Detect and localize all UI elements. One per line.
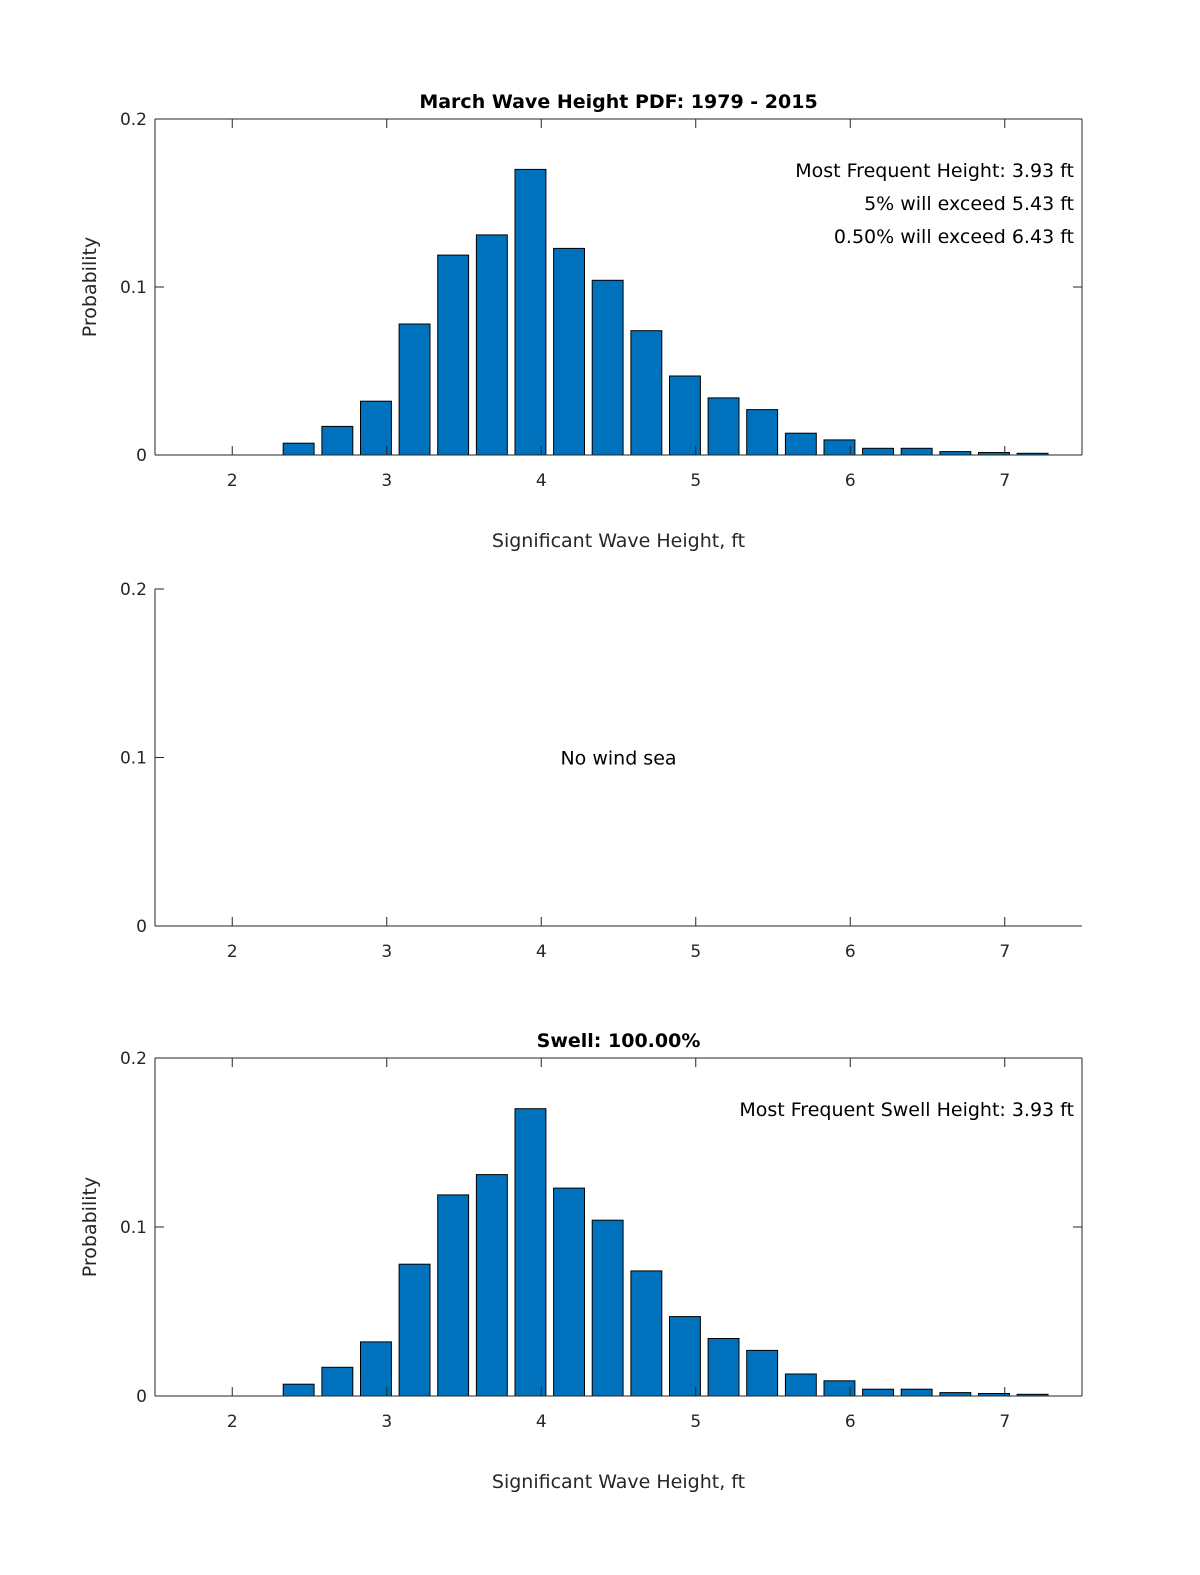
chart-panel-total: 2 3 4 5 6 7 0 0.1 0.2 March Wave Height PDF: 1979…	[79, 91, 1083, 552]
x-tick-label: 7	[999, 1412, 1010, 1432]
bar-swell-5	[475, 1174, 508, 1397]
y-axis-label: Probability	[79, 237, 101, 337]
x-tick-label: 7	[999, 942, 1010, 962]
annotation-text: Most Frequent Swell Height: 3.93 ft	[739, 1099, 1074, 1121]
annotation-text: 0.50% will exceed 6.43 ft	[834, 226, 1074, 248]
bar-total-17	[939, 451, 972, 456]
bar-swell-4	[437, 1194, 470, 1397]
chart-panel-swell: 2 3 4 5 6 7 0 0.1 0.2 Swell: 100.00% Significant W…	[79, 1030, 1083, 1493]
x-axis-label: Significant Wave Height, ft	[492, 530, 745, 552]
bar-total-16	[900, 447, 933, 456]
bar-total-5	[475, 234, 508, 456]
y-tick-label: 0	[136, 446, 147, 466]
bar-total-6	[514, 168, 547, 456]
bar-total-11	[707, 397, 740, 456]
x-tick-label: 4	[536, 942, 547, 962]
bar-swell-13	[784, 1373, 817, 1397]
bar-swell-8	[591, 1219, 624, 1397]
bar-swell-1	[321, 1366, 354, 1397]
x-tick-label: 6	[845, 1412, 856, 1432]
x-tick-label: 5	[690, 1412, 701, 1432]
y-tick-label: 0.1	[120, 1218, 147, 1238]
x-tick-label: 6	[845, 471, 856, 491]
annotation-text: 5% will exceed 5.43 ft	[864, 193, 1074, 215]
x-axis-label: Significant Wave Height, ft	[492, 1471, 745, 1493]
bar-swell-15	[862, 1388, 894, 1397]
bar-total-1	[321, 425, 354, 456]
chart-title: Swell: 100.00%	[537, 1030, 701, 1052]
x-tick-label: 2	[227, 471, 238, 491]
bar-swell-11	[707, 1338, 740, 1397]
x-tick-label: 4	[536, 471, 547, 491]
y-tick-label: 0.2	[120, 110, 147, 130]
bar-swell-9	[630, 1270, 663, 1397]
y-tick-label: 0.1	[120, 278, 147, 298]
x-tick-label: 6	[845, 942, 856, 962]
x-tick-label: 2	[227, 1412, 238, 1432]
bar-swell-7	[553, 1187, 585, 1397]
bar-total-12	[746, 409, 779, 456]
bar-swell-17	[939, 1392, 972, 1397]
x-tick-label: 2	[227, 942, 238, 962]
bar-total-13	[784, 432, 817, 456]
bar-total-9	[630, 330, 663, 456]
y-tick-label: 0.2	[120, 1049, 147, 1069]
bar-total-8	[591, 279, 624, 456]
annotation-text: Most Frequent Height: 3.93 ft	[795, 160, 1074, 182]
bar-total-4	[437, 254, 470, 456]
x-tick-label: 5	[690, 471, 701, 491]
chart-panel-windsea: 2 3 4 5 6 7 0 0.1 0.2 No wind sea	[120, 580, 1082, 962]
bar-swell-3	[398, 1263, 431, 1397]
bar-swell-2	[360, 1341, 392, 1397]
chart-title: March Wave Height PDF: 1979 - 2015	[419, 91, 817, 113]
bar-total-10	[669, 375, 701, 456]
bar-swell-16	[900, 1388, 933, 1397]
x-tick-label: 3	[381, 1412, 392, 1432]
bar-total-0	[282, 442, 315, 456]
bar-swell-0	[282, 1383, 315, 1397]
x-tick-label: 5	[690, 942, 701, 962]
bar-swell-10	[669, 1316, 701, 1397]
y-tick-label: 0.2	[120, 580, 147, 600]
x-tick-label: 3	[381, 942, 392, 962]
bar-total-3	[398, 323, 431, 456]
y-axis-label: Probability	[79, 1177, 101, 1277]
y-tick-label: 0	[136, 1387, 147, 1407]
y-tick-label: 0	[136, 917, 147, 937]
y-tick-label: 0.1	[120, 749, 147, 769]
center-text: No wind sea	[560, 748, 676, 770]
bar-total-7	[553, 247, 585, 456]
x-tick-label: 3	[381, 471, 392, 491]
x-tick-label: 4	[536, 1412, 547, 1432]
bar-total-15	[862, 447, 894, 456]
bar-swell-6	[514, 1108, 547, 1397]
bar-swell-12	[746, 1349, 779, 1397]
x-tick-label: 7	[999, 471, 1010, 491]
